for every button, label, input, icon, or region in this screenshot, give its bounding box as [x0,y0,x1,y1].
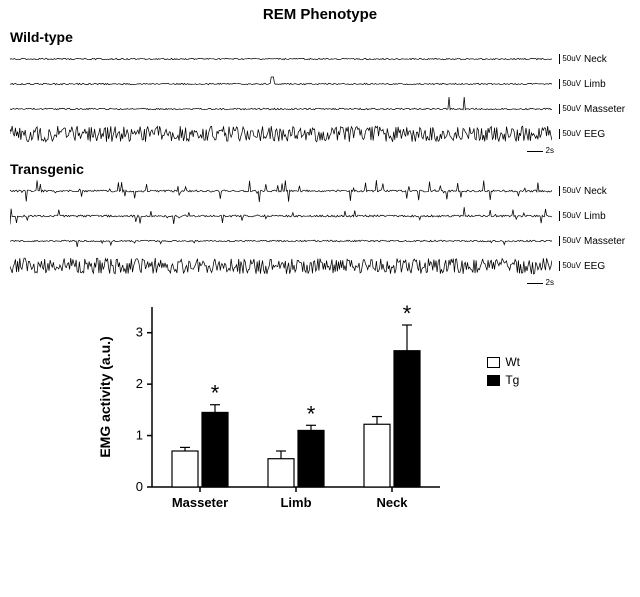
figure-title: REM Phenotype [10,6,630,23]
trace-block: 50uVNeck50uVLimb50uVMasseter50uVEEG [10,179,630,278]
svg-text:*: * [307,401,316,426]
trace-name: Limb [584,79,630,90]
bar-chart: 0 1 2 3 EMG activity (a.u.) Masseter * Limb * Nec… [90,295,550,515]
bar-chart-svg: 0 1 2 3 EMG activity (a.u.) Masseter * Limb * Nec… [90,295,550,515]
trace-row: 50uVNeck [10,47,630,71]
trace-name: Limb [584,211,630,222]
trace-row: 50uVNeck [10,179,630,203]
svg-text:Limb: Limb [280,495,311,510]
legend-label: Tg [505,373,519,387]
trace-row: 50uVEEG [10,254,630,278]
svg-text:Masseter: Masseter [172,495,228,510]
svg-text:*: * [211,381,220,406]
amplitude-scale: 50uV [555,236,581,246]
trace-row: 50uVMasseter [10,97,630,121]
legend-label: Wt [505,355,520,369]
panel-label: Wild-type [10,29,630,45]
time-scale: 2s [10,146,630,155]
svg-text:3: 3 [136,325,143,340]
bar-chart-wrap: 0 1 2 3 EMG activity (a.u.) Masseter * Limb * Nec… [10,295,630,515]
amplitude-scale: 50uV [555,104,581,114]
svg-text:1: 1 [136,428,143,443]
legend-item: Wt [487,355,520,369]
trace-name: Neck [584,186,630,197]
trace-name: EEG [584,129,630,140]
traces-section: Wild-type50uVNeck50uVLimb50uVMasseter50u… [10,29,630,287]
trace-name: Masseter [584,104,630,115]
svg-text:EMG activity (a.u.): EMG activity (a.u.) [97,336,113,457]
trace-block: 50uVNeck50uVLimb50uVMasseter50uVEEG [10,47,630,146]
amplitude-scale: 50uV [555,186,581,196]
svg-text:Neck: Neck [376,495,408,510]
svg-text:*: * [403,301,412,326]
trace-row: 50uVLimb [10,204,630,228]
svg-text:0: 0 [136,479,143,494]
amplitude-scale: 50uV [555,261,581,271]
legend-item: Tg [487,373,520,387]
trace-row: 50uVLimb [10,72,630,96]
trace-name: Neck [584,54,630,65]
amplitude-scale: 50uV [555,79,581,89]
trace-row: 50uVMasseter [10,229,630,253]
trace-name: EEG [584,261,630,272]
figure: REM Phenotype Wild-type50uVNeck50uVLimb5… [0,0,640,525]
amplitude-scale: 50uV [555,129,581,139]
bar-chart-legend: Wt Tg [487,355,520,391]
time-scale: 2s [10,278,630,287]
amplitude-scale: 50uV [555,211,581,221]
trace-row: 50uVEEG [10,122,630,146]
amplitude-scale: 50uV [555,54,581,64]
trace-name: Masseter [584,236,630,247]
svg-text:2: 2 [136,376,143,391]
panel-label: Transgenic [10,161,630,177]
